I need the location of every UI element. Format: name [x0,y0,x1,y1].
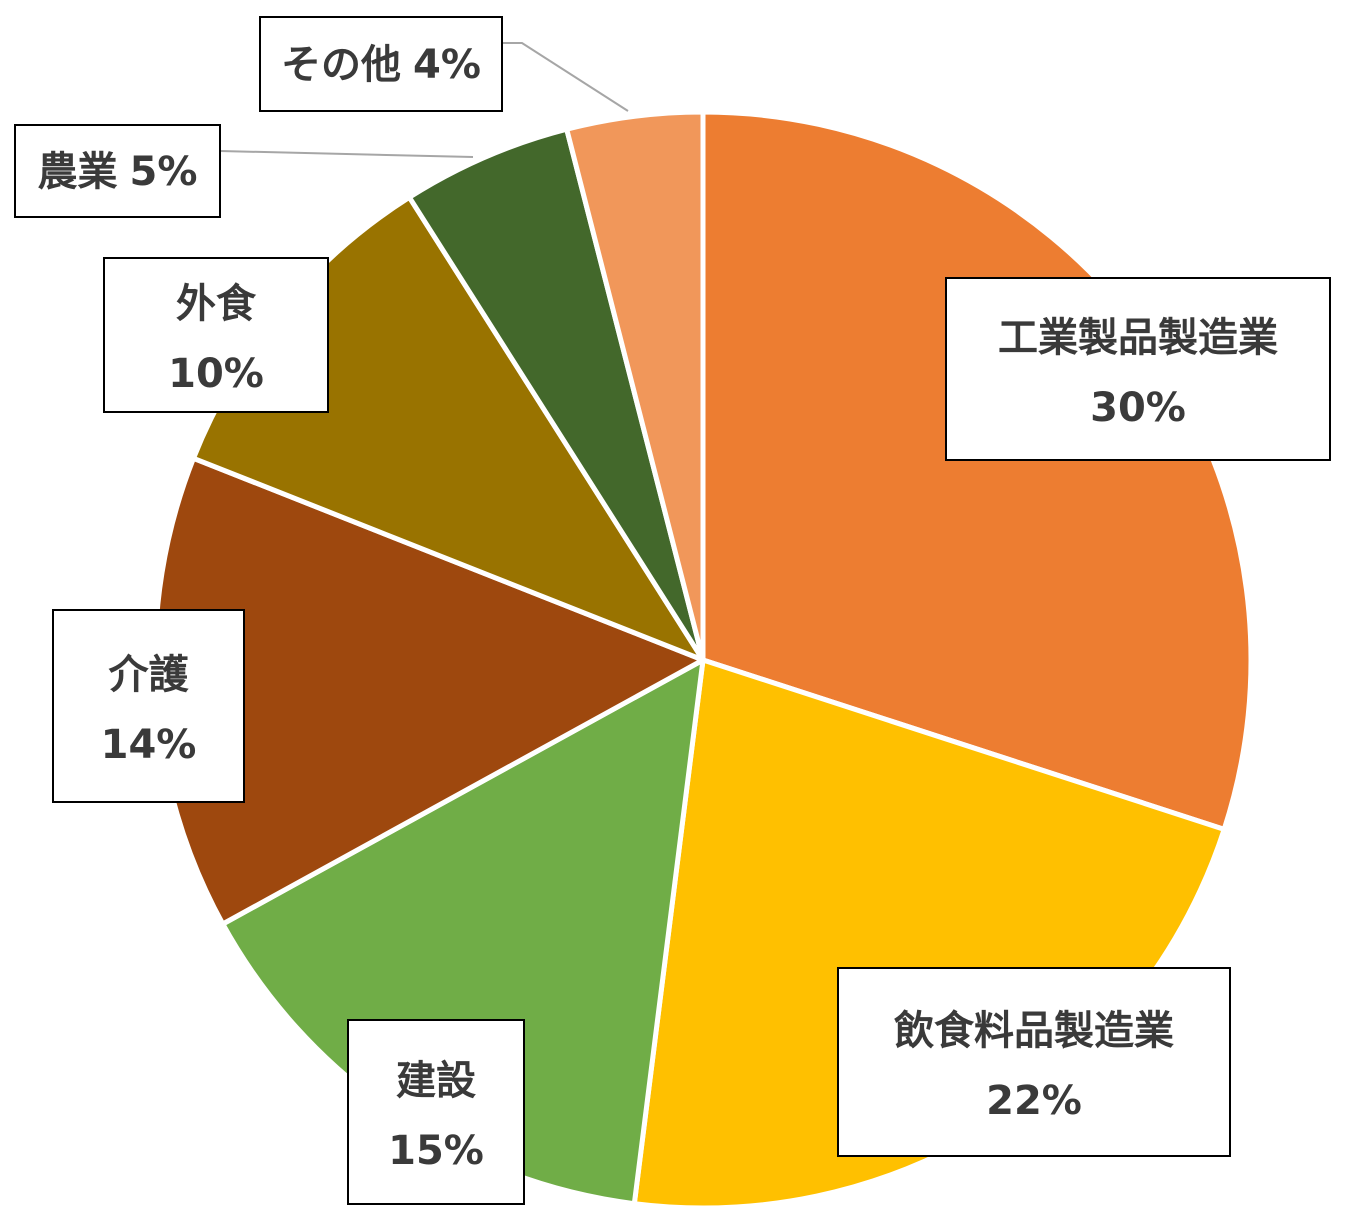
data-label-6: 農業 5% [14,124,221,218]
pie-slices [152,109,1254,1211]
data-label-box [347,1019,525,1205]
slice-category-label: 建設 [396,1058,476,1104]
slice-category-label: 工業製品製造業 [998,315,1278,361]
slice-value-label: 10% [168,351,264,397]
data-labels: 工業製品製造業 30% 飲食料品製造業 22% 建設 15% 介護 14% 外食 10% 農業 5% そ… [14,16,1331,1205]
slice-value-label: 14% [101,722,197,768]
slice-value-label: 5% [130,149,198,195]
data-label-2: 飲食料品製造業 22% [837,967,1231,1157]
data-label-box [259,16,503,112]
slice-value-label: 4% [413,42,481,88]
data-label-5: 外食 10% [103,257,329,413]
leader-line-7 [502,42,629,112]
data-label-box [837,967,1231,1157]
slice-category-value-label: 農業 5% [38,149,198,195]
slice-value-label: 22% [986,1078,1082,1124]
slice-category-label: 農業 [38,149,118,195]
slice-value-label: 30% [1090,385,1186,431]
slice-category-label: その他 [281,42,401,88]
leader-line-6 [219,150,474,158]
slice-category-label: 飲食料品製造業 [894,1008,1174,1054]
data-label-4: 介護 14% [52,609,245,803]
slice-category-label: 外食 [176,281,257,327]
data-label-box [945,277,1331,461]
data-label-1: 工業製品製造業 30% [945,277,1331,461]
pie-slice-6 [406,126,706,663]
slice-value-label: 15% [388,1128,484,1174]
data-label-7: その他 4% [259,16,503,112]
slice-category-label: 介護 [109,652,190,698]
data-label-box [103,257,329,413]
data-label-box [14,124,221,218]
data-label-box [52,609,245,803]
data-label-3: 建設 15% [347,1019,525,1205]
leader-lines [219,42,629,158]
slice-category-value-label: その他 4% [281,42,481,88]
pie-slice-7 [564,109,706,663]
